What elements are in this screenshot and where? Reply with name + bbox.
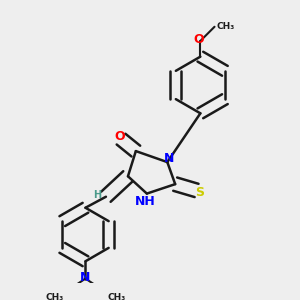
Text: H: H bbox=[93, 190, 101, 200]
Text: O: O bbox=[114, 130, 125, 143]
Text: O: O bbox=[194, 33, 204, 46]
Text: N: N bbox=[164, 152, 174, 165]
Text: N: N bbox=[80, 271, 91, 284]
Text: S: S bbox=[195, 185, 204, 199]
Text: CH₃: CH₃ bbox=[107, 293, 126, 300]
Text: NH: NH bbox=[135, 195, 156, 208]
Text: CH₃: CH₃ bbox=[45, 293, 63, 300]
Text: CH₃: CH₃ bbox=[216, 22, 234, 31]
